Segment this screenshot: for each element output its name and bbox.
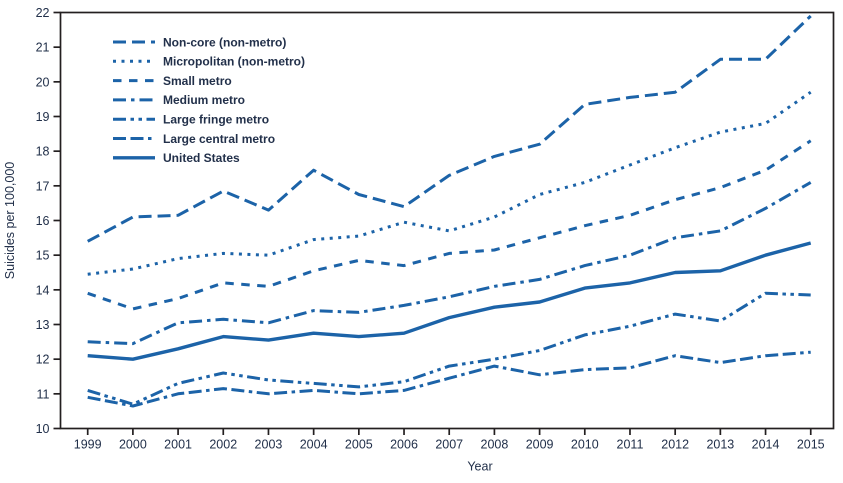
y-tick-label: 22 — [36, 6, 50, 20]
legend-label: Small metro — [163, 74, 232, 88]
x-tick-label: 2005 — [345, 438, 373, 452]
series-line-non-core-non-metro — [86, 14, 812, 243]
x-tick-label: 2000 — [119, 438, 147, 452]
y-tick-label: 16 — [36, 214, 50, 228]
legend-label: Micropolitan (non-metro) — [163, 55, 305, 69]
legend-label: Medium metro — [163, 93, 245, 107]
y-tick-label: 10 — [36, 422, 50, 436]
x-tick-label: 2007 — [435, 438, 463, 452]
x-tick-label: 2014 — [752, 438, 780, 452]
y-tick-label: 18 — [36, 145, 50, 159]
legend-label: Large fringe metro — [163, 113, 269, 127]
x-tick-label: 2009 — [526, 438, 554, 452]
series-line-large-central-metro — [87, 350, 811, 408]
y-tick-label: 11 — [37, 387, 50, 401]
y-tick-label: 14 — [36, 283, 50, 297]
y-tick-label: 15 — [36, 249, 50, 263]
y-tick-label: 21 — [36, 41, 50, 55]
series-line-large-fringe-metro — [87, 291, 811, 406]
x-tick-label: 2012 — [661, 438, 689, 452]
y-tick-label: 19 — [36, 110, 50, 124]
x-tick-label: 2002 — [209, 438, 237, 452]
series-line-united-states — [87, 241, 812, 361]
x-tick-label: 2015 — [797, 438, 825, 452]
y-tick-label: 13 — [36, 318, 50, 332]
x-tick-label: 2011 — [617, 438, 644, 452]
x-tick-label: 2003 — [255, 438, 283, 452]
y-tick-label: 17 — [36, 179, 50, 193]
legend-label: Non-core (non-metro) — [163, 35, 286, 49]
x-tick-label: 2004 — [300, 438, 328, 452]
y-tick-label: 12 — [36, 353, 50, 367]
y-axis-title: Suicides per 100,000 — [3, 162, 17, 279]
x-tick-label: 2013 — [706, 438, 734, 452]
x-tick-label: 1999 — [74, 438, 102, 452]
x-tick-label: 2008 — [481, 438, 509, 452]
x-axis-title: Year — [467, 460, 492, 474]
x-tick-label: 2010 — [571, 438, 599, 452]
series-line-medium-metro — [87, 181, 812, 346]
x-tick-label: 2001 — [164, 438, 192, 452]
y-tick-label: 20 — [36, 75, 50, 89]
x-tick-label: 2006 — [390, 438, 418, 452]
series-line-small-metro — [87, 139, 812, 311]
legend-label: Large central metro — [163, 132, 275, 146]
legend-label: United States — [163, 151, 240, 165]
